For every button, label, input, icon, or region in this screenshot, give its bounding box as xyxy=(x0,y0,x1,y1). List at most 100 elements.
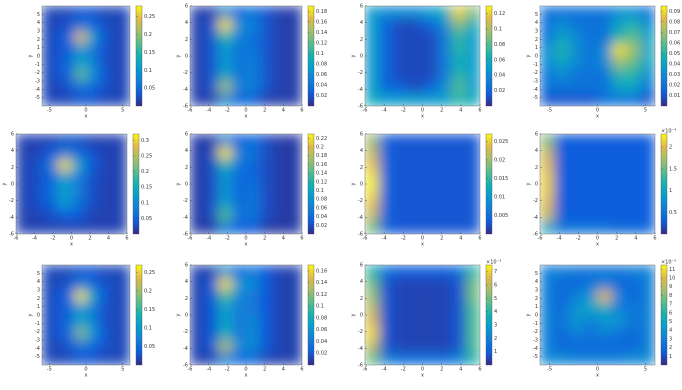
heatmap-cell xyxy=(64,68,76,82)
heatmap-cell xyxy=(408,6,423,19)
colorbar-tick-label: 0.01 xyxy=(494,194,505,200)
y-tick-label: -4 xyxy=(183,346,188,352)
heatmap-cell xyxy=(108,31,120,44)
x-axis-label: x xyxy=(245,242,248,248)
heatmap-cell xyxy=(597,221,613,234)
x-axis-label: x xyxy=(596,373,599,379)
x-axis-label: x xyxy=(421,373,424,379)
heatmap-area xyxy=(365,134,480,234)
heatmap-cell xyxy=(365,6,380,19)
heatmap-cell xyxy=(29,209,45,222)
x-tick-label: 6 xyxy=(478,236,481,242)
y-tick-label: 2 xyxy=(185,296,188,302)
heatmap-cell xyxy=(71,171,86,185)
y-tick-label: 4 xyxy=(185,279,188,285)
heatmap-cell xyxy=(113,196,127,210)
heatmap-cell xyxy=(53,31,65,44)
heatmap-cell xyxy=(119,43,130,57)
heatmap-cell xyxy=(393,302,409,316)
y-tick-label: 4 xyxy=(535,279,538,285)
heatmap-cell xyxy=(190,290,205,303)
x-axis-label: x xyxy=(70,242,73,248)
heatmap-cell xyxy=(260,277,275,291)
heatmap-cell xyxy=(204,196,219,210)
colorbar-tick-label: 1.5 xyxy=(669,166,677,172)
heatmap-cell xyxy=(597,209,613,222)
heatmap-cell xyxy=(436,352,452,365)
heatmap-cell xyxy=(86,31,98,44)
heatmap-cell xyxy=(288,93,302,106)
x-tick-label: 2 xyxy=(88,236,91,242)
heatmap-cell xyxy=(119,290,130,303)
heatmap-cell xyxy=(204,315,219,328)
heatmap-cell xyxy=(408,340,423,353)
heatmap-cell xyxy=(626,134,641,147)
heatmap-cell xyxy=(465,31,480,44)
heatmap-cell xyxy=(64,43,76,57)
colorbar-tick-label: 0.12 xyxy=(316,292,327,298)
y-tick-label: -1 xyxy=(533,321,538,327)
colorbar-tick-label: 0.02 xyxy=(316,93,327,99)
heatmap-area xyxy=(190,6,302,106)
heatmap-cell xyxy=(190,18,205,32)
heatmap-cell xyxy=(75,93,87,106)
y-tick-label: 1 xyxy=(535,304,538,310)
heatmap-cell xyxy=(540,134,555,147)
heatmap-cell xyxy=(53,265,65,278)
heatmap-cell xyxy=(465,302,480,316)
heatmap-cell xyxy=(42,340,54,353)
colorbar-tick-label: 0.22 xyxy=(316,136,327,142)
y-tick-label: 2 xyxy=(535,37,538,43)
heatmap-cell xyxy=(99,159,114,172)
heatmap-cell xyxy=(626,159,641,172)
heatmap-area xyxy=(540,6,655,106)
x-tick-label: 4 xyxy=(107,236,110,242)
x-tick-label: -4 xyxy=(382,236,387,242)
y-tick-label: 4 xyxy=(360,20,363,26)
x-tick-label: -4 xyxy=(557,236,562,242)
heatmap-cell xyxy=(119,93,130,106)
heatmap-cell xyxy=(190,171,205,185)
heatmap-cell xyxy=(53,6,65,19)
heatmap-cell xyxy=(99,134,114,147)
heatmap-cell xyxy=(274,196,289,210)
heatmap-cell xyxy=(597,134,613,147)
heatmap-cell xyxy=(64,352,76,365)
heatmap-panel: -6 -4 -2 0 2 4 6 -6 -4 -2 0 2 4 6 x y 0.05 0.1 0.15 0.2 0.25… xyxy=(2,132,153,248)
heatmap-cell xyxy=(71,159,86,172)
heatmap-cell xyxy=(422,171,438,185)
heatmap-cell xyxy=(204,290,219,303)
heatmap-cell xyxy=(393,171,409,185)
heatmap-cell xyxy=(422,43,438,57)
heatmap-cell xyxy=(108,81,120,94)
colorbar-tick-label: 0.12 xyxy=(316,179,327,185)
colorbar-tick-label: 5 xyxy=(669,319,672,325)
colorbar-tick-label: 0.05 xyxy=(141,216,152,222)
heatmap-cell xyxy=(232,315,247,328)
heatmap-cell xyxy=(204,6,219,19)
heatmap-cell xyxy=(554,6,570,19)
heatmap-cell xyxy=(583,68,598,82)
heatmap-cell xyxy=(640,184,655,197)
heatmap-cell xyxy=(554,171,570,185)
heatmap-cell xyxy=(451,146,466,160)
heatmap-cells xyxy=(190,134,302,234)
colorbar-tick-label: 0.12 xyxy=(494,11,505,17)
heatmap-cell xyxy=(568,277,584,291)
colorbar-tick-label: 0.15 xyxy=(144,307,155,313)
heatmap-cell xyxy=(108,265,120,278)
heatmap-cell xyxy=(408,159,423,172)
heatmap-cells xyxy=(42,6,130,106)
colorbar-tick-label: 0.2 xyxy=(316,145,324,151)
x-tick-label: -4 xyxy=(32,236,37,242)
heatmap-panel: -6 -4 -2 0 2 4 6 -6 -4 -2 0 2 4 6 x y 0.02 0.04 0.06 0.08 0.… xyxy=(176,4,328,120)
heatmap-cell xyxy=(554,184,570,197)
heatmap-cell xyxy=(119,277,130,291)
heatmap-cell xyxy=(260,302,275,316)
y-axis-label: y xyxy=(2,182,8,185)
heatmap-cell xyxy=(75,352,87,365)
heatmap-cell xyxy=(554,209,570,222)
heatmap-cell xyxy=(274,68,289,82)
heatmap-cell xyxy=(422,302,438,316)
heatmap-cell xyxy=(71,196,86,210)
